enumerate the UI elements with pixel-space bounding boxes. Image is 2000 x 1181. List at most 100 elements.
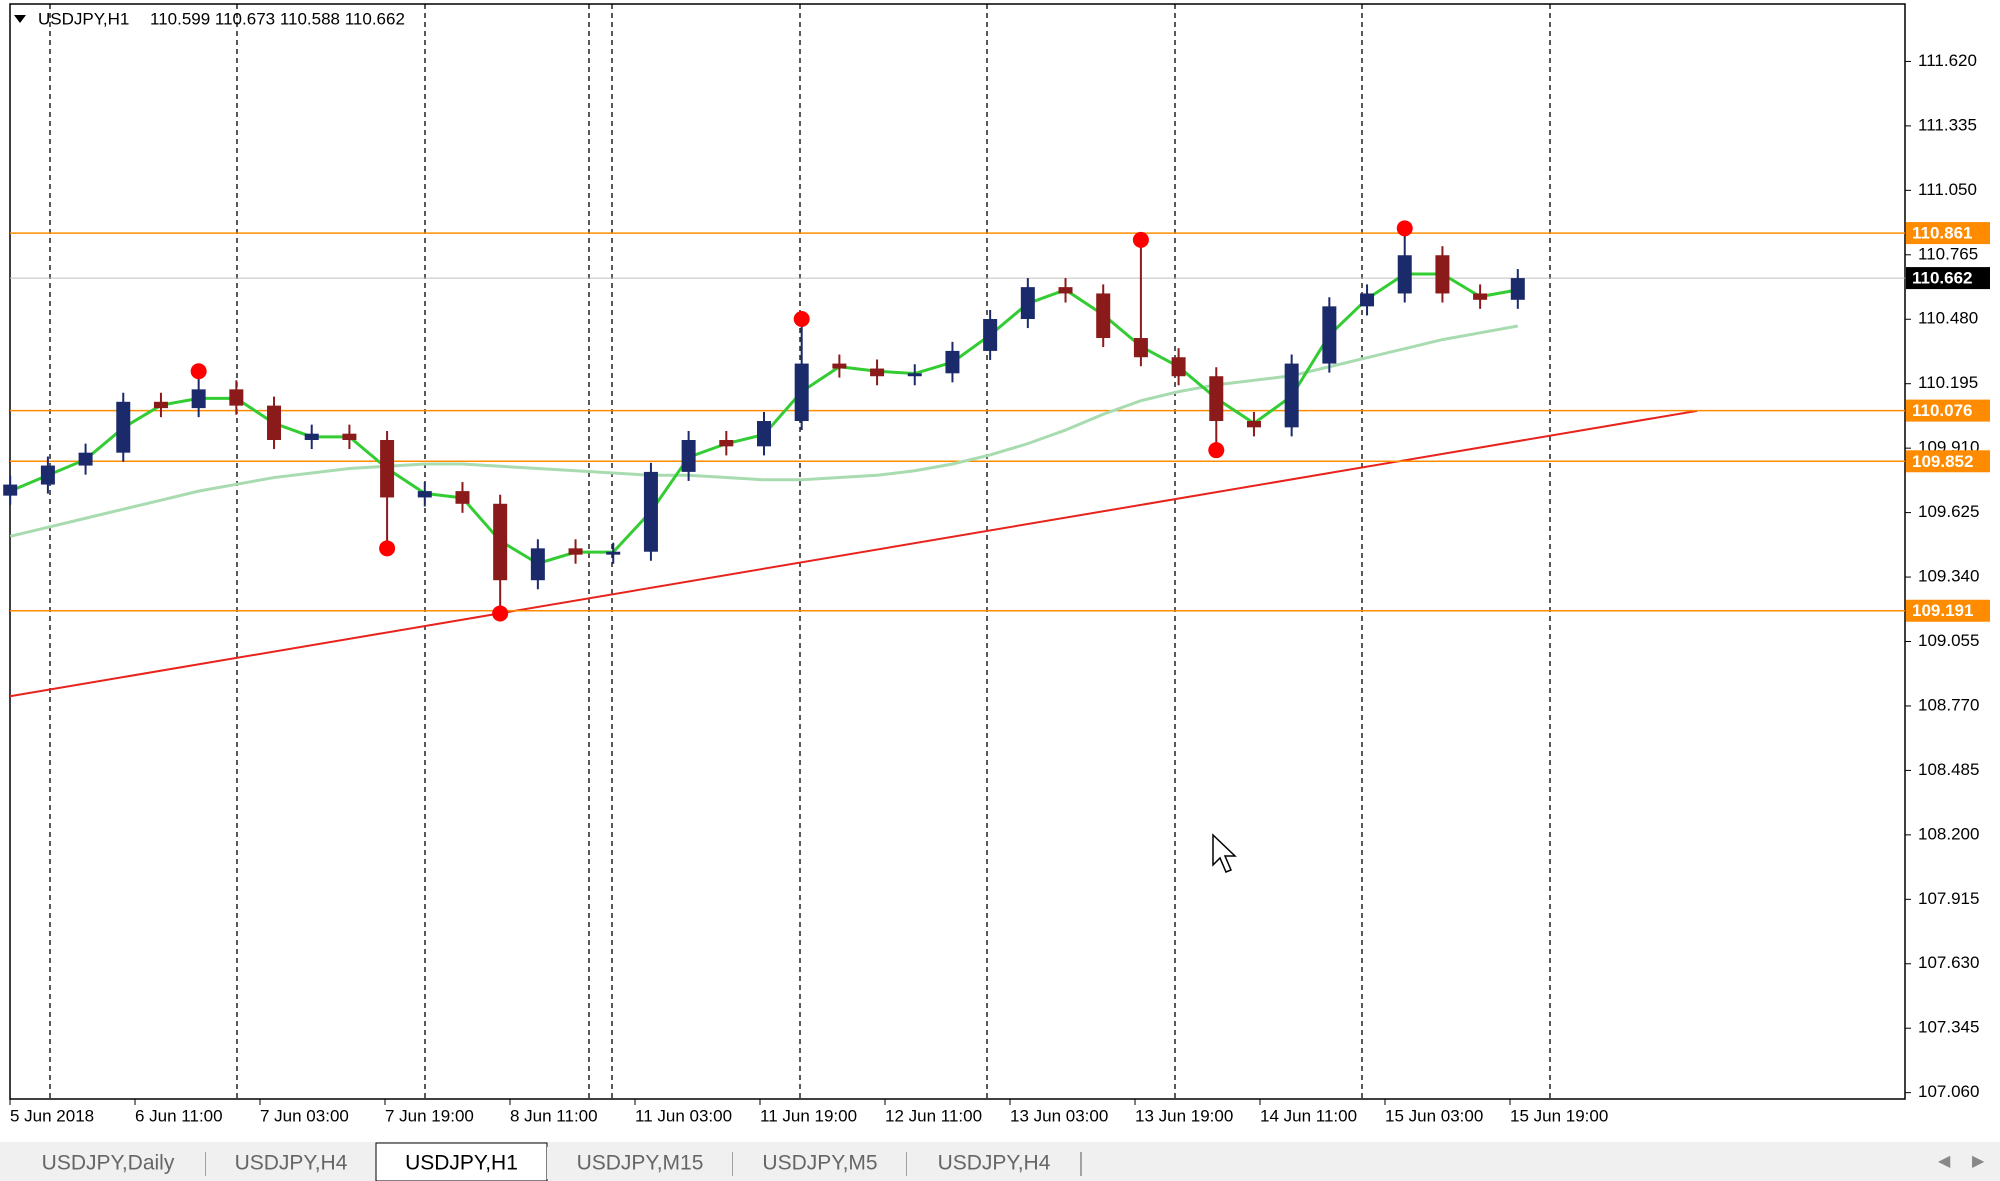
x-tick-label: 8 Jun 11:00 [510,1106,598,1125]
y-tick-label: 111.620 [1918,51,1977,70]
fractal-marker [793,311,810,328]
x-tick-label: 11 Jun 03:00 [635,1106,732,1125]
tab[interactable] [547,1147,733,1179]
y-tick-label: 111.050 [1918,180,1977,199]
tab[interactable] [10,1147,206,1179]
tab-label[interactable]: USDJPY,H4 [235,1152,348,1175]
x-tick-label: 15 Jun 03:00 [1385,1106,1483,1125]
candle-body [719,440,734,447]
tab-label[interactable]: USDJPY,Daily [42,1152,175,1175]
tab[interactable] [733,1147,907,1179]
candle-body [267,405,282,441]
candle-body [794,363,809,422]
candle-body [153,401,168,409]
y-tick-label: 107.345 [1918,1018,1979,1037]
header-ohlc: 110.599 110.673 110.588 110.662 [150,9,405,28]
candle-body [116,401,131,453]
candle-body [1133,338,1148,358]
candle-body [1435,255,1450,294]
x-tick-label: 12 Jun 11:00 [885,1106,982,1125]
x-tick-label: 7 Jun 03:00 [260,1106,349,1125]
scroll-right[interactable]: ▶ [1972,1153,1985,1170]
x-tick-label: 13 Jun 19:00 [1135,1106,1233,1125]
price-box-label: 110.076 [1912,401,1973,420]
candle-body [681,440,696,472]
candle-body [1209,376,1224,422]
candle-body [1096,293,1111,339]
y-tick-label: 111.335 [1918,115,1977,134]
y-tick-label: 107.915 [1918,889,1979,908]
price-box-label: 110.861 [1912,224,1973,243]
price-box-label: 109.852 [1912,452,1973,471]
tab-label[interactable]: USDJPY,M15 [577,1152,704,1175]
candle-body [1171,357,1186,377]
x-tick-label: 6 Jun 11:00 [135,1106,223,1125]
candle-body [3,484,18,496]
y-tick-label: 110.765 [1918,244,1978,263]
tab-label[interactable]: USDJPY,M5 [762,1152,877,1175]
fractal-marker [1396,220,1413,237]
x-tick-label: 7 Jun 19:00 [385,1106,474,1125]
menu-arrow[interactable] [14,15,26,23]
candle-body [1020,287,1035,320]
tab[interactable] [206,1147,376,1179]
x-tick-label: 14 Jun 11:00 [1260,1106,1357,1125]
fractal-marker [492,605,509,622]
tab-label[interactable]: USDJPY,H1 [405,1152,518,1175]
candle-body [493,503,508,581]
candle-body [342,433,357,441]
candle-body [304,433,319,441]
candle-body [78,452,93,466]
y-tick-label: 110.195 [1918,373,1978,392]
candle-body [983,319,998,351]
tab-label[interactable]: USDJPY,H4 [938,1152,1051,1175]
fractal-marker [190,363,207,380]
y-tick-label: 108.200 [1918,824,1979,843]
candle-body [832,363,847,369]
candle-body [417,491,432,498]
candle-body [606,551,621,555]
price-box-label: 110.662 [1912,269,1973,288]
moving-average [9,324,1519,538]
candle-body [1322,306,1337,364]
fractal-marker [379,540,396,557]
y-tick-label: 110.480 [1918,309,1978,328]
y-tick-label: 107.630 [1918,953,1979,972]
tab[interactable] [907,1147,1081,1179]
x-tick-label: 13 Jun 03:00 [1010,1106,1108,1125]
y-tick-label: 109.625 [1918,502,1979,521]
scroll-left[interactable]: ◀ [1938,1153,1951,1170]
candle-body [1246,421,1261,428]
price-box [1906,222,1990,245]
candle-body [870,368,885,377]
y-tick-label: 108.485 [1918,760,1979,779]
candle-body [229,389,244,406]
candle-body [907,373,922,377]
candle-body [40,465,55,485]
candle-body [643,471,658,552]
y-tick-label: 107.060 [1918,1082,1979,1101]
candle-body [1360,293,1375,307]
chart-frame [9,3,1906,1100]
y-tick-label: 109.340 [1918,567,1979,586]
x-tick-label: 5 Jun 2018 [10,1106,94,1125]
candle-body [945,350,960,374]
candle-body [530,548,545,581]
price-box [1906,267,1990,290]
price-box [1906,599,1990,622]
price-box [1906,450,1990,473]
price-box [1906,399,1990,422]
candle-body [1510,278,1525,300]
candle-body [191,389,206,409]
y-tick-label: 109.055 [1918,631,1979,650]
fractal-marker [1208,442,1225,459]
fractal-marker [1132,231,1149,248]
y-tick-label: 108.770 [1918,695,1979,714]
candle-body [1473,293,1488,300]
mouse-cursor [1212,833,1237,873]
trendline [9,409,1698,698]
tab[interactable] [375,1142,548,1181]
